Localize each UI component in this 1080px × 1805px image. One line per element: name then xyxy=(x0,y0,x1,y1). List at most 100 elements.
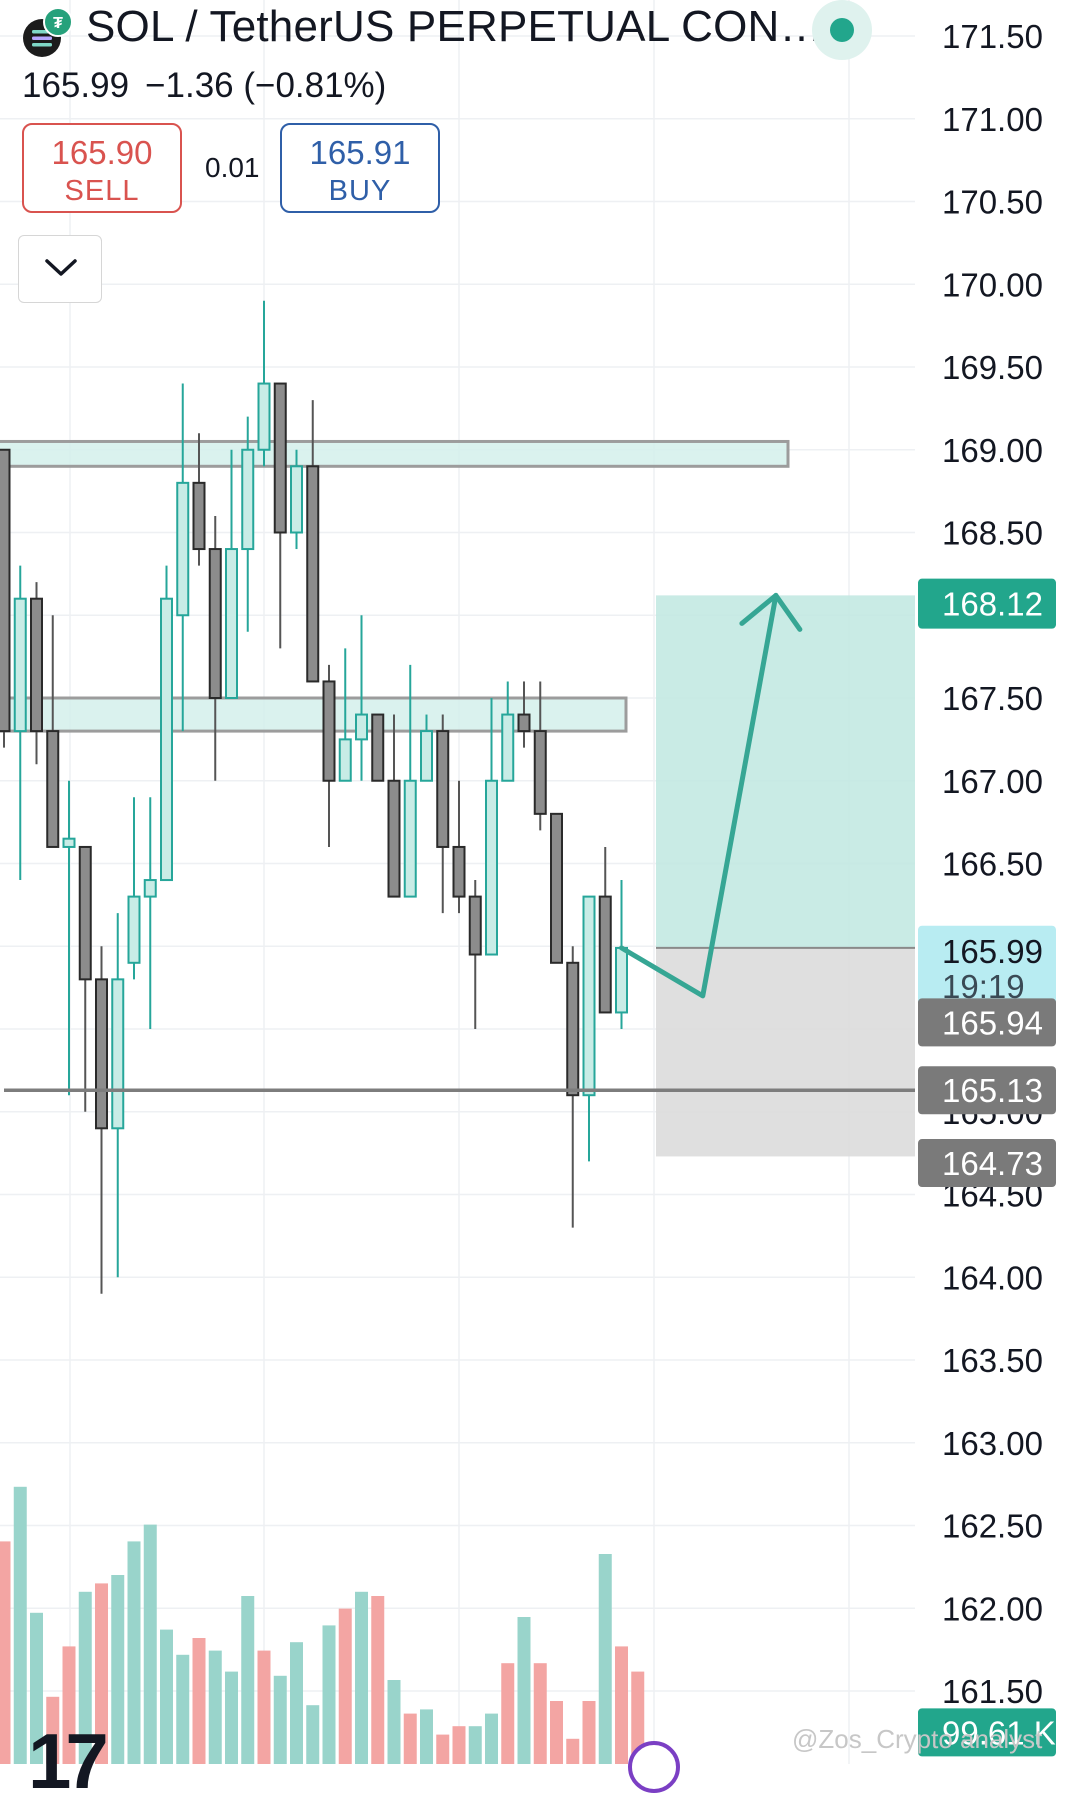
stop-zone xyxy=(656,947,915,1157)
volume-bar xyxy=(533,1663,547,1764)
buy-button[interactable]: 165.91 BUY xyxy=(280,123,440,213)
candle xyxy=(338,648,352,782)
volume-bar xyxy=(160,1629,173,1764)
live-status-dot xyxy=(830,18,854,42)
candle-body xyxy=(95,978,108,1130)
live-status-indicator xyxy=(812,0,872,60)
target-zone xyxy=(656,595,915,948)
candle xyxy=(615,880,628,1029)
candle-body xyxy=(436,730,450,848)
candle xyxy=(0,448,11,748)
volume-bar xyxy=(631,1671,645,1764)
buy-price: 165.91 xyxy=(309,134,411,171)
volume-bar xyxy=(517,1617,531,1764)
price-axis-label: 169.50 xyxy=(942,349,1043,386)
sol-usdt-coin-icon: ₮ xyxy=(23,7,73,57)
candle xyxy=(517,681,531,748)
candle-body xyxy=(452,845,466,898)
candle xyxy=(485,698,498,956)
price-axis-label: 162.00 xyxy=(942,1590,1043,1627)
symbol-title[interactable]: SOL / TetherUS PERPETUAL CON… xyxy=(86,2,824,51)
sell-button[interactable]: 165.90 SELL xyxy=(22,123,182,213)
price-axis-label: 163.50 xyxy=(942,1342,1043,1379)
candle xyxy=(111,913,125,1278)
sr-zone xyxy=(0,439,790,468)
volume-bar xyxy=(273,1675,287,1764)
candle-body xyxy=(338,738,352,782)
candle-body xyxy=(485,779,498,956)
chart-zones xyxy=(0,439,915,1157)
candle xyxy=(550,812,563,964)
volume-tag-bg xyxy=(918,1708,1056,1757)
volume-bar xyxy=(208,1650,222,1764)
volume-bar xyxy=(387,1680,401,1764)
current-price-tag-bg xyxy=(918,925,1056,1010)
candle xyxy=(95,946,108,1294)
entry-price-tag-text: 165.94 xyxy=(942,1004,1043,1041)
candle-body xyxy=(533,730,547,815)
candle-body xyxy=(13,597,27,733)
candle xyxy=(306,400,320,683)
stop-price-tag-text: 164.73 xyxy=(942,1145,1043,1182)
volume-bar xyxy=(436,1734,450,1764)
candle-body xyxy=(160,597,173,882)
candle-body xyxy=(30,597,43,733)
price-axis[interactable]: 171.50 171.00 170.50 170.00 169.50 169.00 168.… xyxy=(942,18,1043,1710)
sr-zone xyxy=(0,696,628,733)
price-change: −1.36 (−0.81%) xyxy=(145,66,387,105)
price-axis-label: 167.00 xyxy=(942,763,1043,800)
candle-body xyxy=(257,382,271,451)
chart-area[interactable]: 171.50 171.00 170.50 170.00 169.50 169.00 168.… xyxy=(0,0,1080,1764)
target-price-tag-text: 168.12 xyxy=(942,586,1043,623)
volume-bar xyxy=(225,1671,238,1764)
candle-body xyxy=(306,465,320,683)
volume-bar xyxy=(598,1554,612,1764)
candle xyxy=(468,880,482,1029)
candle-body xyxy=(62,837,76,848)
volume-bar xyxy=(176,1654,190,1764)
candle xyxy=(582,895,596,1162)
projection-arrow xyxy=(619,592,779,999)
candle xyxy=(225,449,238,699)
candle-body xyxy=(225,548,238,699)
candle xyxy=(598,846,612,1014)
volume-tag-text: 99.61 K xyxy=(942,1714,1056,1751)
candle-body xyxy=(143,879,157,898)
target-price-tag-bg xyxy=(918,578,1056,629)
candle-body xyxy=(273,382,287,534)
target-price-tag: 168.12 xyxy=(918,578,1056,629)
volume-bar xyxy=(355,1591,368,1764)
candle xyxy=(192,433,206,566)
stop-price-tag-bg xyxy=(918,1139,1056,1188)
volume-bar xyxy=(371,1596,385,1764)
volume-bar xyxy=(241,1596,255,1764)
spread-value: 0.01 xyxy=(205,152,260,183)
candle xyxy=(13,565,27,881)
collapse-button[interactable] xyxy=(18,235,102,303)
volume-bar xyxy=(0,1541,11,1764)
candle-body xyxy=(403,779,417,898)
candle-body xyxy=(322,680,336,782)
price-axis-label: 171.50 xyxy=(942,18,1043,55)
candle xyxy=(501,681,515,782)
candle-body xyxy=(371,713,385,782)
candle-body xyxy=(582,895,596,1097)
candle xyxy=(387,714,401,898)
price-axis-label: 168.50 xyxy=(942,515,1043,552)
candle xyxy=(78,845,92,1112)
price-axis-label: 166.50 xyxy=(942,846,1043,883)
candles xyxy=(0,300,628,1294)
candle-body xyxy=(420,730,433,782)
candle-body xyxy=(241,448,255,551)
volume-bar xyxy=(566,1738,580,1764)
candle-body xyxy=(501,713,515,782)
price-axis-label: 164.00 xyxy=(942,1259,1043,1296)
candle-body xyxy=(615,946,628,1014)
volume-tag: 99.61 K xyxy=(918,1708,1056,1757)
replay-icon[interactable] xyxy=(628,1741,680,1793)
volume-bar xyxy=(501,1663,515,1764)
candle xyxy=(322,664,336,847)
candle xyxy=(403,664,417,898)
